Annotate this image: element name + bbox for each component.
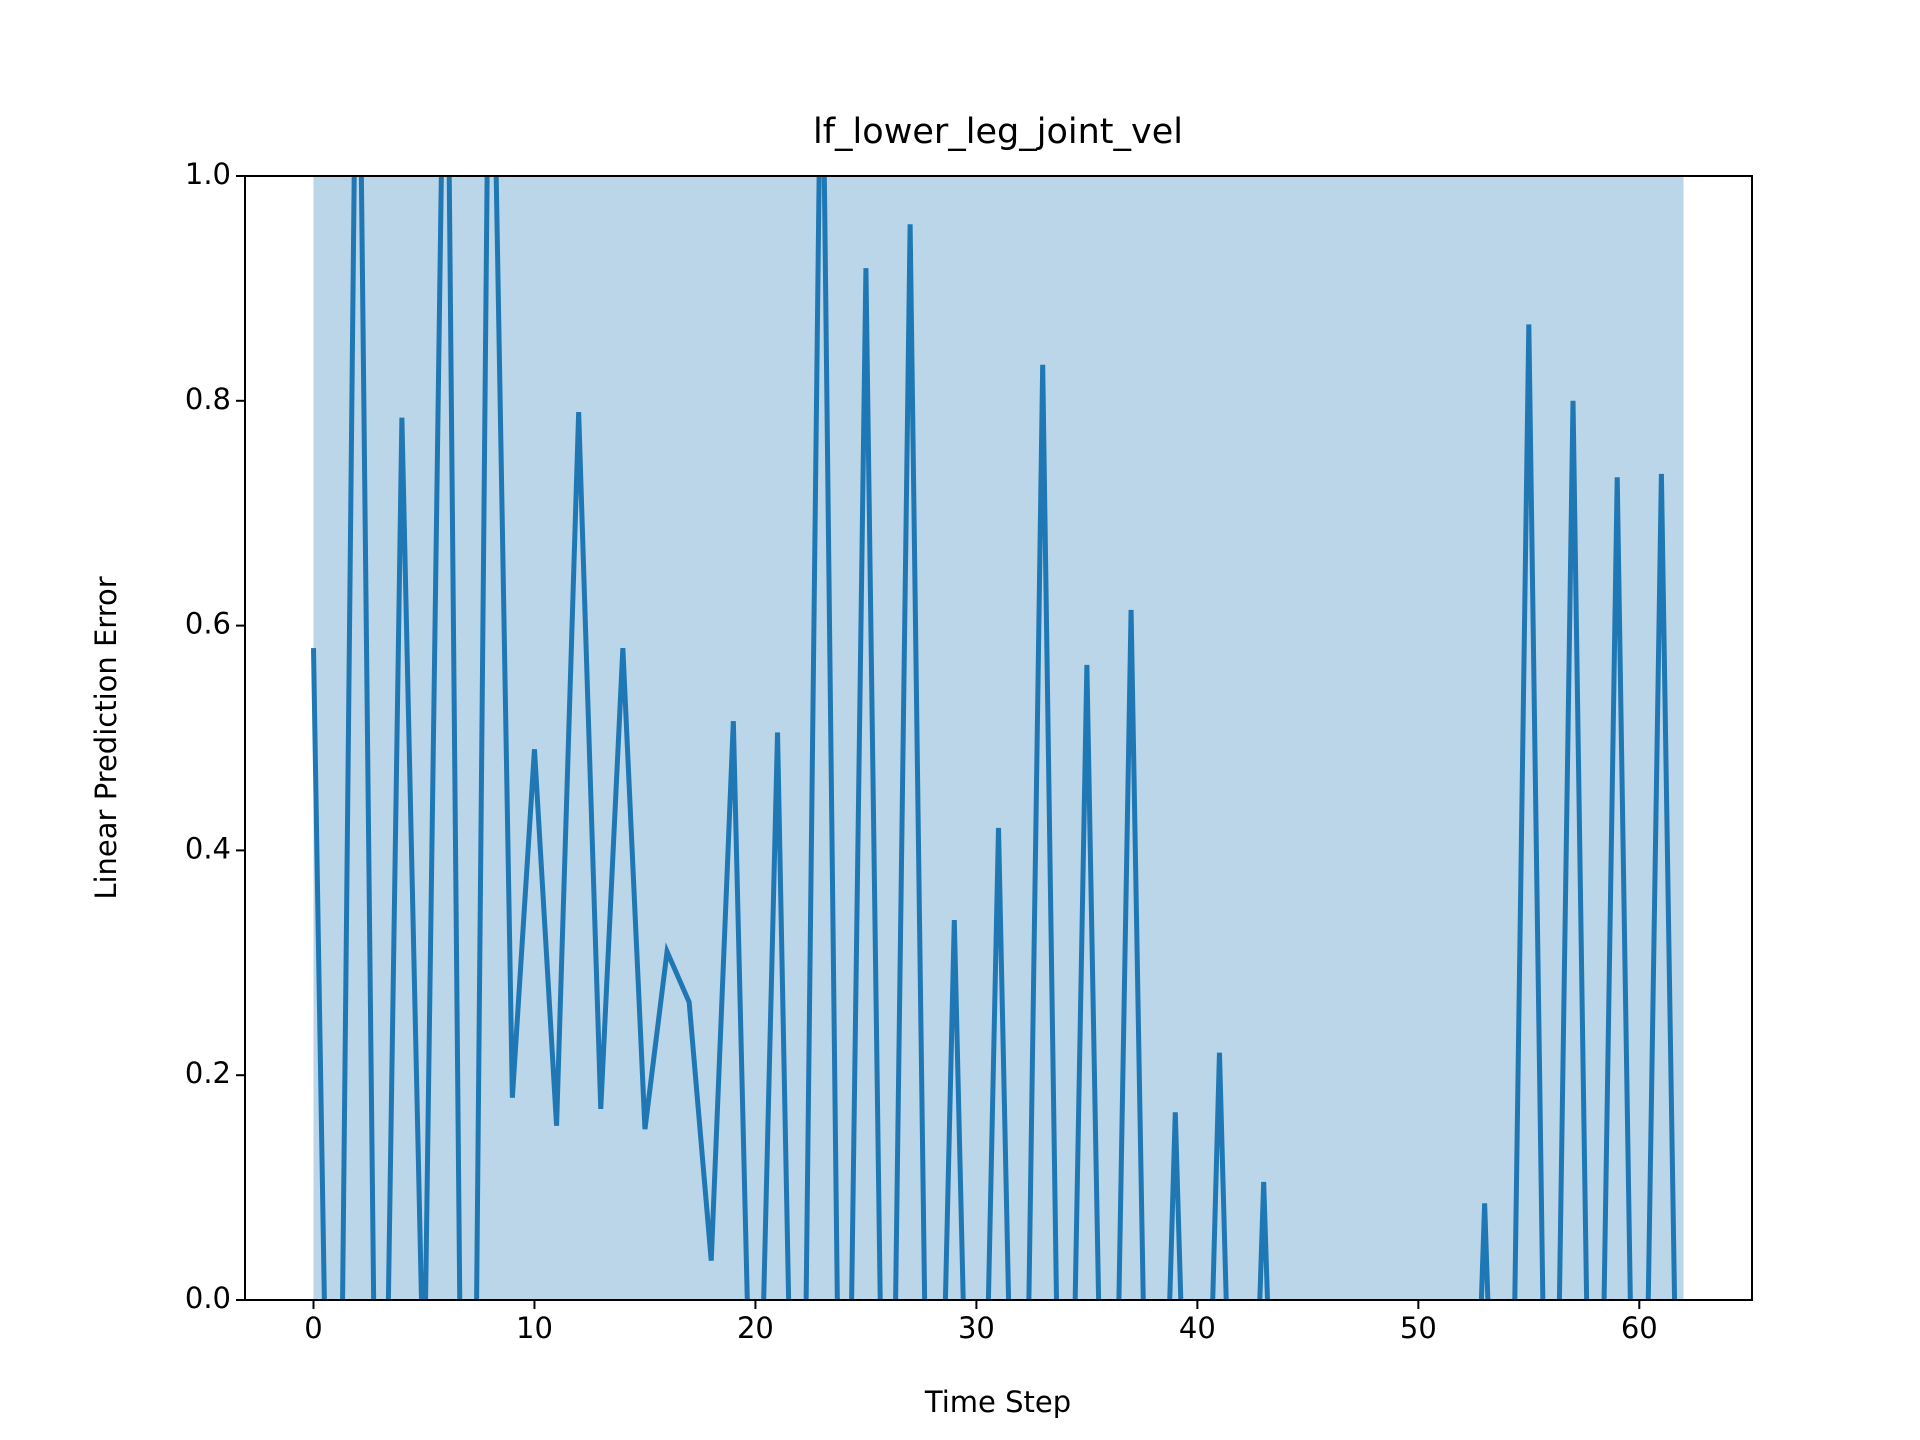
- x-tick-label: 60: [1621, 1311, 1658, 1345]
- chart-title: lf_lower_leg_joint_vel: [813, 112, 1183, 152]
- x-tick-label: 10: [516, 1311, 553, 1345]
- x-tick-label: 50: [1400, 1311, 1437, 1345]
- shaded-region: [313, 176, 1684, 1300]
- x-tick-label: 0: [304, 1311, 322, 1345]
- x-tick-label: 30: [958, 1311, 995, 1345]
- x-axis-label: Time Step: [924, 1385, 1071, 1419]
- y-axis-label: Linear Prediction Error: [89, 576, 123, 899]
- y-tick-label: 0.4: [185, 831, 231, 865]
- x-tick-label: 40: [1179, 1311, 1216, 1345]
- y-tick-label: 0.2: [185, 1056, 231, 1090]
- data-line: [311, 176, 1678, 1300]
- x-tick-label: 20: [737, 1311, 774, 1345]
- y-tick-label: 0.6: [185, 607, 231, 641]
- y-tick-label: 0.0: [185, 1281, 231, 1315]
- plot-area: [311, 176, 1684, 1300]
- axes-frame: [244, 175, 1753, 1301]
- y-tick-label: 0.8: [185, 382, 231, 416]
- y-tick-label: 1.0: [185, 157, 231, 191]
